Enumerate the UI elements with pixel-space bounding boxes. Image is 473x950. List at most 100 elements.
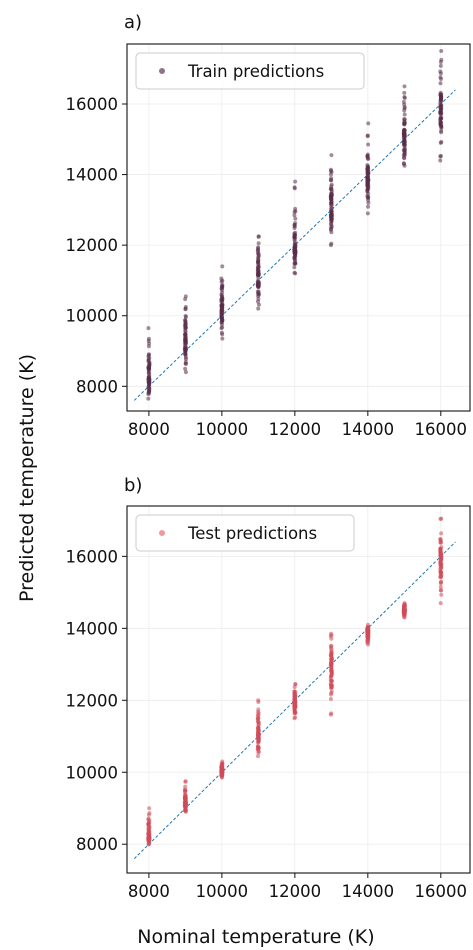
- scatter-point: [438, 117, 443, 122]
- scatter-point: [220, 288, 225, 293]
- scatter-point: [438, 561, 443, 566]
- scatter-point: [402, 105, 407, 110]
- shared-x-axis-label: Nominal temperature (K): [137, 926, 374, 948]
- scatter-point: [220, 336, 225, 341]
- x-tick-label: 12000: [269, 882, 322, 901]
- x-tick-label: 10000: [196, 420, 249, 439]
- scatter-point: [146, 377, 151, 382]
- scatter-point: [146, 822, 151, 827]
- scatter-point: [365, 627, 370, 632]
- panel-label: a): [124, 12, 142, 33]
- scatter-point: [438, 81, 443, 86]
- scatter-point: [146, 812, 151, 817]
- scatter-point: [182, 803, 187, 808]
- scatter-point: [439, 531, 444, 536]
- scatter-point: [293, 206, 298, 211]
- x-tick-label: 16000: [415, 882, 468, 901]
- scatter-point: [438, 63, 443, 68]
- legend-marker: [159, 68, 165, 74]
- scatter-point: [438, 140, 443, 145]
- scatter-point: [328, 227, 333, 232]
- scatter-point: [402, 127, 407, 132]
- scatter-point: [365, 189, 370, 194]
- scatter-point: [365, 163, 370, 168]
- scatter-point: [256, 281, 261, 286]
- scatter-point: [183, 779, 188, 784]
- scatter-point: [438, 60, 443, 65]
- scatter-point: [402, 143, 407, 148]
- scatter-point: [329, 689, 334, 694]
- scatter-point: [439, 103, 444, 108]
- scatter-point: [438, 585, 443, 590]
- scatter-point: [439, 130, 444, 135]
- scatter-point: [439, 111, 444, 116]
- scatter-point: [256, 273, 261, 278]
- scatter-point: [365, 204, 370, 209]
- scatter-point: [365, 166, 370, 171]
- plot-frame: [126, 505, 471, 874]
- scatter-point: [256, 754, 261, 759]
- scatter-point: [438, 120, 443, 125]
- scatter-point: [256, 291, 261, 296]
- y-tick-label: 12000: [66, 236, 119, 255]
- scatter-point: [329, 187, 334, 192]
- x-tick-label: 16000: [415, 420, 468, 439]
- scatter-point: [438, 96, 443, 101]
- scatter-point: [292, 186, 297, 191]
- y-tick-label: 16000: [66, 95, 119, 114]
- scatter-point: [219, 297, 224, 302]
- scatter-point: [146, 338, 151, 343]
- scatter-point: [219, 315, 224, 320]
- scatter-point: [256, 700, 261, 705]
- scatter-point: [146, 326, 151, 331]
- scatter-point: [292, 222, 297, 227]
- scatter-point: [255, 733, 260, 738]
- scatter-point: [329, 636, 334, 641]
- scatter-point: [402, 121, 407, 126]
- scatter-point: [256, 716, 261, 721]
- scatter-point: [366, 198, 371, 203]
- y-tick-label: 16000: [66, 547, 119, 566]
- scatter-point: [328, 696, 333, 701]
- y-tick-label: 14000: [66, 619, 119, 638]
- scatter-point: [293, 233, 298, 238]
- scatter-point: [329, 644, 334, 649]
- scatter-point: [293, 245, 298, 250]
- scatter-point: [146, 352, 151, 357]
- panel-a: 8000 10000 12000 14000 16000 8000 10000 12000 14…: [66, 12, 471, 439]
- scatter-point: [183, 784, 188, 789]
- scatter-point: [402, 84, 407, 89]
- scatter-point: [292, 213, 297, 218]
- scatter-point: [329, 678, 334, 683]
- scatter-point: [183, 297, 188, 302]
- scatter-point: [219, 310, 224, 315]
- scatter-point: [402, 90, 407, 95]
- scatter-point: [219, 279, 224, 284]
- scatter-point: [401, 99, 406, 104]
- scatter-point: [292, 225, 297, 230]
- x-tick-label: 8000: [128, 882, 170, 901]
- scatter-point: [329, 169, 334, 174]
- plot-frame: [126, 43, 471, 412]
- y-tick-label: 12000: [66, 691, 119, 710]
- scatter-point: [438, 558, 443, 563]
- scatter-point: [146, 371, 151, 376]
- scatter-point: [219, 761, 224, 766]
- x-tick-label: 12000: [269, 420, 322, 439]
- scatter-point: [256, 722, 261, 727]
- scatter-point: [293, 179, 298, 184]
- scatter-point: [256, 306, 261, 311]
- scatter-point: [220, 332, 225, 337]
- scatter-point: [365, 133, 370, 138]
- scatter-point: [292, 209, 297, 214]
- scatter-point: [329, 222, 334, 227]
- scatter-point: [438, 581, 443, 586]
- scatter-point: [220, 284, 225, 289]
- scatter-point: [146, 344, 151, 349]
- scatter-point: [329, 660, 334, 665]
- x-tick-label: 14000: [342, 420, 395, 439]
- scatter-point: [366, 184, 371, 189]
- scatter-point: [402, 140, 407, 145]
- scatter-point: [366, 142, 371, 147]
